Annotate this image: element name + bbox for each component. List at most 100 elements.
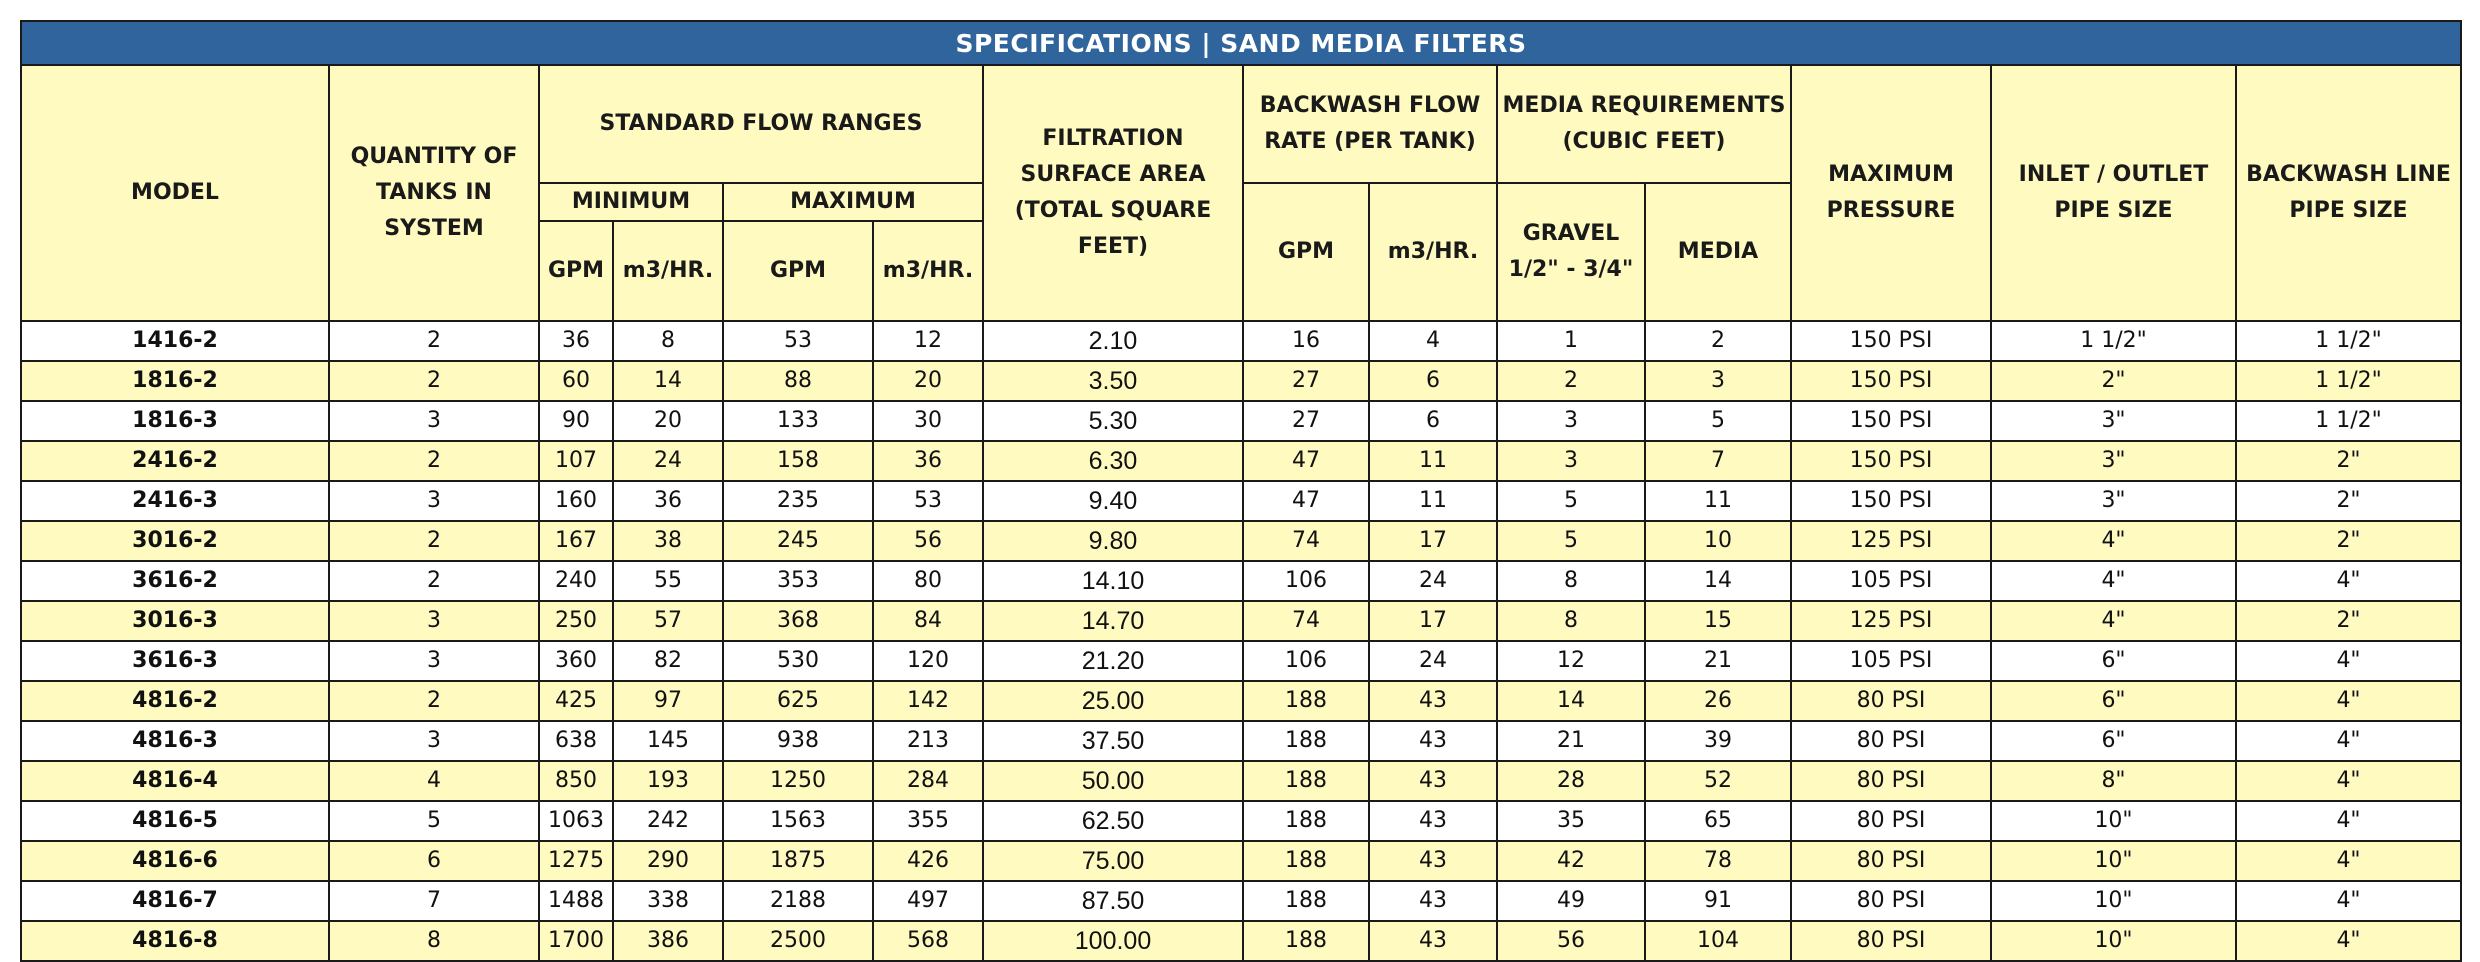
cell-min-m3: 386 [612, 920, 724, 962]
cell-min-gpm: 638 [538, 720, 614, 762]
cell-max-gpm: 158 [722, 440, 874, 482]
table-row: 1416-2 2 36 8 53 12 2.10 16 4 1 2 150 PSI 1 1/2" 1 1/… [20, 320, 2462, 362]
cell-media: 7 [1644, 440, 1792, 482]
cell-filtration-area: 3.50 [982, 360, 1244, 402]
cell-inlet-outlet: 6" [1990, 720, 2237, 762]
cell-filtration-area: 6.30 [982, 440, 1244, 482]
cell-inlet-outlet: 10" [1990, 920, 2237, 962]
table-row: 4816-6 6 1275 290 1875 426 75.00 188 43 42 78 80 PS… [20, 840, 2462, 882]
cell-model: 2416-2 [20, 440, 330, 482]
table-row: 2416-3 3 160 36 235 53 9.40 47 11 5 11 150 PSI 3" 2" [20, 480, 2462, 522]
cell-media: 104 [1644, 920, 1792, 962]
cell-min-gpm: 60 [538, 360, 614, 402]
cell-max-pressure: 80 PSI [1790, 880, 1992, 922]
cell-max-gpm: 625 [722, 680, 874, 722]
cell-tanks: 2 [328, 360, 540, 402]
cell-backwash-m3: 43 [1368, 680, 1498, 722]
cell-backwash-gpm: 16 [1242, 320, 1370, 362]
cell-min-gpm: 1488 [538, 880, 614, 922]
header-backwash-m3: m3/HR. [1368, 182, 1498, 322]
cell-model: 1816-3 [20, 400, 330, 442]
cell-filtration-area: 9.40 [982, 480, 1244, 522]
cell-backwash-gpm: 47 [1242, 440, 1370, 482]
cell-inlet-outlet: 2" [1990, 360, 2237, 402]
cell-backwash-gpm: 106 [1242, 640, 1370, 682]
cell-min-m3: 57 [612, 600, 724, 642]
cell-inlet-outlet: 10" [1990, 880, 2237, 922]
cell-filtration-area: 100.00 [982, 920, 1244, 962]
cell-tanks: 2 [328, 680, 540, 722]
cell-min-m3: 24 [612, 440, 724, 482]
cell-media: 91 [1644, 880, 1792, 922]
cell-backwash-m3: 24 [1368, 560, 1498, 602]
cell-backwash-gpm: 27 [1242, 360, 1370, 402]
cell-backwash-m3: 43 [1368, 880, 1498, 922]
cell-max-m3: 56 [872, 520, 984, 562]
cell-min-gpm: 1700 [538, 920, 614, 962]
cell-min-m3: 82 [612, 640, 724, 682]
cell-filtration-area: 37.50 [982, 720, 1244, 762]
cell-tanks: 3 [328, 720, 540, 762]
cell-filtration-area: 87.50 [982, 880, 1244, 922]
cell-min-m3: 8 [612, 320, 724, 362]
cell-gravel: 14 [1496, 680, 1646, 722]
cell-max-pressure: 125 PSI [1790, 600, 1992, 642]
table-row: 4816-5 5 1063 242 1563 355 62.50 188 43 35 65 80 PS… [20, 800, 2462, 842]
cell-inlet-outlet: 8" [1990, 760, 2237, 802]
cell-backwash-line: 4" [2235, 720, 2462, 762]
cell-media: 2 [1644, 320, 1792, 362]
cell-max-pressure: 80 PSI [1790, 760, 1992, 802]
cell-tanks: 2 [328, 560, 540, 602]
cell-max-m3: 30 [872, 400, 984, 442]
cell-max-pressure: 125 PSI [1790, 520, 1992, 562]
cell-gravel: 49 [1496, 880, 1646, 922]
cell-max-m3: 53 [872, 480, 984, 522]
table-row: 4816-8 8 1700 386 2500 568 100.00 188 43 56 104 80 … [20, 920, 2462, 962]
cell-max-m3: 213 [872, 720, 984, 762]
cell-backwash-gpm: 188 [1242, 880, 1370, 922]
cell-min-m3: 290 [612, 840, 724, 882]
table-title: SPECIFICATIONS | SAND MEDIA FILTERS [20, 20, 2462, 66]
cell-backwash-line: 4" [2235, 640, 2462, 682]
cell-backwash-m3: 43 [1368, 720, 1498, 762]
cell-max-pressure: 105 PSI [1790, 560, 1992, 602]
cell-min-gpm: 160 [538, 480, 614, 522]
header-flow-ranges: STANDARD FLOW RANGES [538, 64, 984, 184]
cell-backwash-gpm: 188 [1242, 720, 1370, 762]
cell-max-m3: 80 [872, 560, 984, 602]
cell-inlet-outlet: 6" [1990, 640, 2237, 682]
cell-backwash-gpm: 188 [1242, 760, 1370, 802]
cell-backwash-line: 4" [2235, 880, 2462, 922]
header-max-gpm: GPM [722, 220, 874, 322]
cell-model: 3016-3 [20, 600, 330, 642]
cell-max-gpm: 88 [722, 360, 874, 402]
cell-max-pressure: 150 PSI [1790, 480, 1992, 522]
cell-filtration-area: 5.30 [982, 400, 1244, 442]
cell-backwash-gpm: 74 [1242, 520, 1370, 562]
cell-inlet-outlet: 10" [1990, 800, 2237, 842]
cell-model: 3616-3 [20, 640, 330, 682]
cell-tanks: 2 [328, 320, 540, 362]
table-body: 1416-2 2 36 8 53 12 2.10 16 4 1 2 150 PSI 1 1/2" 1 1/… [20, 320, 2462, 962]
cell-max-gpm: 2188 [722, 880, 874, 922]
cell-max-pressure: 150 PSI [1790, 320, 1992, 362]
cell-tanks: 8 [328, 920, 540, 962]
cell-model: 1816-2 [20, 360, 330, 402]
table-row: 1816-2 2 60 14 88 20 3.50 27 6 2 3 150 PSI 2" 1 1/2" [20, 360, 2462, 402]
cell-inlet-outlet: 3" [1990, 440, 2237, 482]
cell-backwash-m3: 43 [1368, 920, 1498, 962]
cell-backwash-line: 4" [2235, 800, 2462, 842]
cell-media: 65 [1644, 800, 1792, 842]
cell-min-m3: 20 [612, 400, 724, 442]
cell-max-m3: 568 [872, 920, 984, 962]
cell-gravel: 56 [1496, 920, 1646, 962]
cell-model: 4816-7 [20, 880, 330, 922]
cell-backwash-line: 2" [2235, 480, 2462, 522]
spec-table: SPECIFICATIONS | SAND MEDIA FILTERS MODE… [20, 20, 2462, 962]
cell-min-m3: 36 [612, 480, 724, 522]
cell-gravel: 8 [1496, 600, 1646, 642]
cell-max-gpm: 133 [722, 400, 874, 442]
cell-max-pressure: 150 PSI [1790, 360, 1992, 402]
cell-gravel: 12 [1496, 640, 1646, 682]
cell-max-m3: 284 [872, 760, 984, 802]
